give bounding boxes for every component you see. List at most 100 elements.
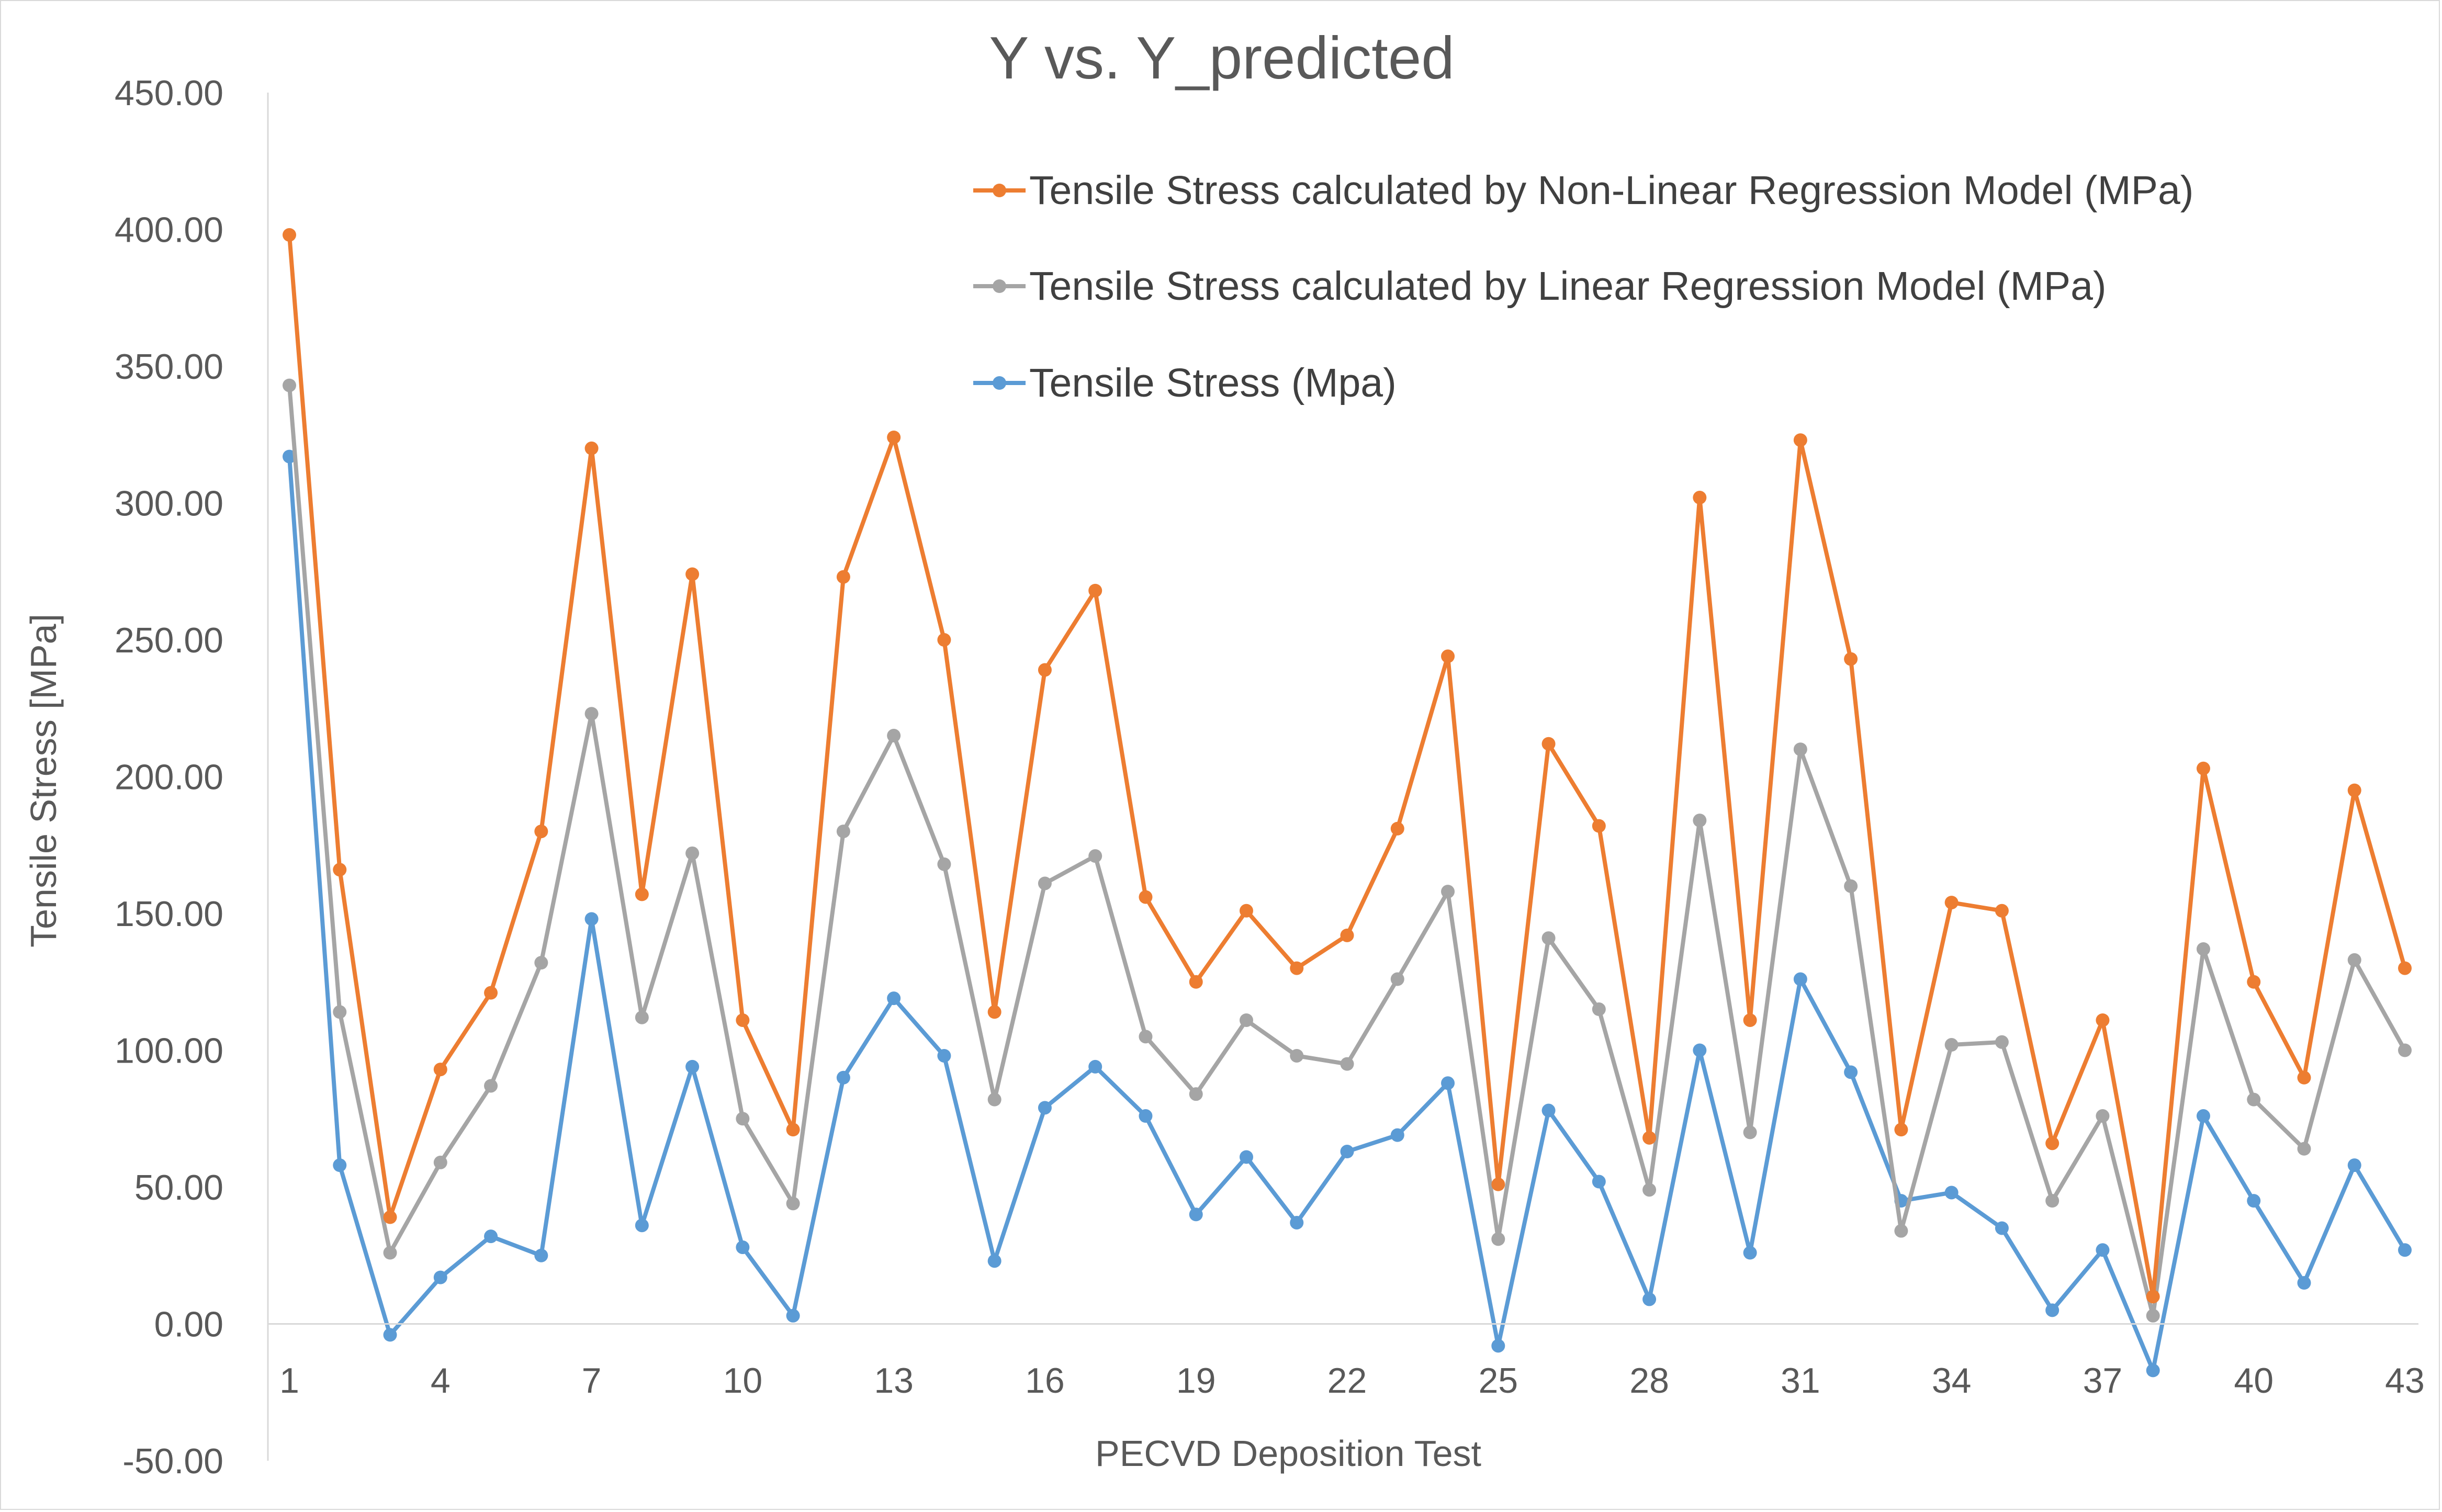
data-point: [1038, 1101, 1052, 1115]
data-point: [1290, 1048, 1304, 1063]
x-tick-label: 13: [874, 1361, 914, 1401]
data-point: [1441, 1076, 1455, 1090]
data-point: [2096, 1109, 2110, 1123]
x-tick-label: 34: [1932, 1361, 1972, 1401]
legend-marker: [993, 376, 1006, 390]
data-point: [786, 1308, 800, 1323]
data-point: [887, 991, 901, 1006]
x-tick-label: 10: [723, 1361, 763, 1401]
data-point: [987, 1005, 1001, 1019]
data-point: [736, 1112, 750, 1126]
data-point: [1642, 1292, 1657, 1306]
plot-series: [283, 228, 2412, 1378]
data-point: [1541, 931, 1556, 945]
data-point: [1038, 876, 1052, 890]
data-point: [2297, 1142, 2311, 1156]
data-point: [736, 1240, 750, 1255]
data-point: [2247, 1092, 2261, 1107]
x-tick-label: 4: [431, 1361, 451, 1401]
data-point: [736, 1013, 750, 1027]
data-point: [685, 846, 700, 860]
y-tick-label: -50.00: [122, 1441, 223, 1481]
data-point: [1088, 583, 1102, 597]
data-point: [2297, 1276, 2311, 1290]
data-point: [584, 441, 599, 455]
data-point: [1491, 1339, 1505, 1353]
legend-item: Tensile Stress calculated by Non-Linear …: [973, 168, 2193, 213]
legend-marker: [993, 279, 1006, 293]
y-tick-label: 350.00: [115, 347, 223, 387]
data-point: [1139, 890, 1153, 904]
x-tick-labels: 1 4 7 10 13 16 19 22 25 28 31 34 37 40 43: [279, 1361, 2425, 1401]
y-tick-label: 300.00: [115, 484, 223, 524]
data-point: [1592, 1175, 1606, 1189]
data-point: [1592, 1002, 1606, 1017]
x-tick-label: 1: [279, 1361, 299, 1401]
data-point: [2347, 783, 2361, 797]
data-point: [1944, 1038, 1959, 1052]
chart-title: Y vs. Y_predicted: [989, 25, 1454, 92]
data-point: [2247, 1194, 2261, 1208]
data-point: [484, 1079, 498, 1093]
legend-marker: [993, 184, 1006, 197]
series-tensile-stress-calculated-by-linear-regression-model-mpa: [283, 378, 2412, 1323]
data-point: [433, 1063, 447, 1077]
data-point: [1743, 1125, 1757, 1139]
y-tick-label: 0.00: [154, 1305, 223, 1345]
data-point: [2146, 1363, 2160, 1378]
data-point: [685, 1059, 700, 1074]
data-point: [2146, 1290, 2160, 1304]
data-point: [383, 1328, 397, 1342]
data-point: [2045, 1303, 2060, 1317]
data-point: [283, 378, 296, 392]
data-point: [1088, 1059, 1102, 1074]
data-point: [786, 1197, 800, 1211]
data-point: [1793, 972, 1807, 986]
y-tick-label: 150.00: [115, 894, 223, 934]
data-point: [534, 1248, 548, 1262]
series-tensile-stress-mpa: [283, 449, 2412, 1378]
data-point: [2398, 1043, 2412, 1057]
x-tick-label: 28: [1629, 1361, 1669, 1401]
data-point: [1844, 1065, 1858, 1079]
data-point: [1541, 737, 1556, 751]
data-point: [1088, 849, 1102, 863]
data-point: [1390, 821, 1404, 836]
data-point: [1995, 1035, 2009, 1049]
x-tick-label: 40: [2234, 1361, 2274, 1401]
data-point: [1592, 819, 1606, 833]
y-tick-label: 400.00: [115, 210, 223, 250]
data-point: [1239, 1150, 1253, 1164]
data-point: [2045, 1194, 2060, 1208]
data-point: [1340, 1057, 1354, 1071]
data-point: [836, 825, 850, 839]
x-tick-label: 31: [1781, 1361, 1820, 1401]
y-tick-label: 450.00: [115, 73, 223, 113]
legend-label: Tensile Stress calculated by Non-Linear …: [1029, 168, 2193, 213]
data-point: [1995, 904, 2009, 918]
data-point: [2196, 761, 2210, 775]
data-point: [283, 228, 296, 242]
data-point: [1743, 1246, 1757, 1260]
x-tick-label: 37: [2083, 1361, 2123, 1401]
y-tick-label: 50.00: [134, 1168, 223, 1208]
data-point: [584, 707, 599, 721]
x-axis-label: PECVD Deposition Test: [1095, 1433, 1481, 1474]
data-point: [383, 1246, 397, 1260]
data-point: [484, 986, 498, 1000]
data-point: [2146, 1308, 2160, 1323]
data-point: [786, 1123, 800, 1137]
data-point: [635, 887, 649, 901]
data-point: [433, 1270, 447, 1284]
data-point: [1642, 1131, 1657, 1145]
data-point: [635, 1218, 649, 1233]
data-point: [1189, 975, 1203, 989]
data-point: [383, 1210, 397, 1224]
data-point: [1139, 1030, 1153, 1044]
data-point: [937, 1048, 951, 1063]
data-point: [836, 570, 850, 584]
data-point: [2398, 961, 2412, 975]
y-axis-label: Tensile Stress [MPa]: [23, 614, 64, 947]
